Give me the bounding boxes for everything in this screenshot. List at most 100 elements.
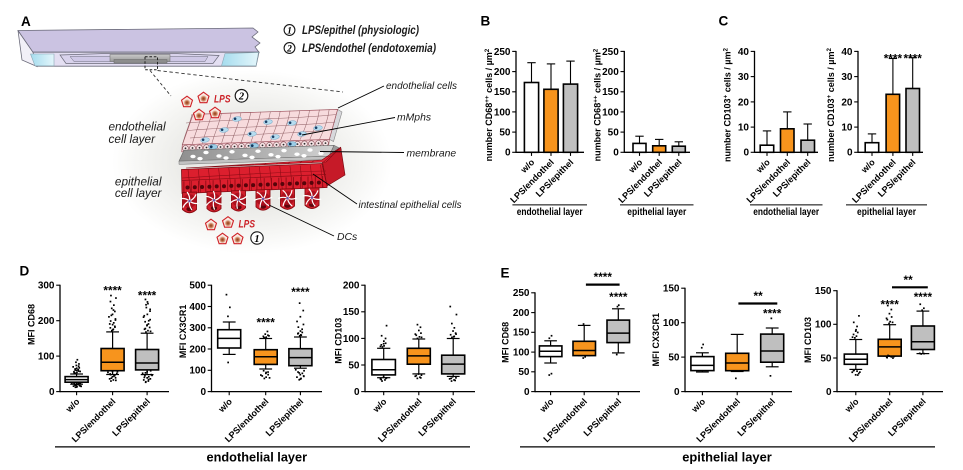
svg-text:DCs: DCs: [337, 232, 357, 243]
svg-text:30: 30: [738, 72, 750, 83]
svg-text:cell layer: cell layer: [109, 132, 157, 146]
svg-text:0: 0: [200, 387, 206, 398]
svg-text:****: ****: [594, 270, 613, 284]
svg-text:endothelial layer: endothelial layer: [753, 207, 819, 218]
svg-text:200: 200: [602, 67, 619, 78]
svg-text:150: 150: [815, 286, 832, 297]
svg-text:0: 0: [354, 387, 360, 398]
svg-text:membrane: membrane: [407, 148, 457, 159]
svg-text:MFI CD68: MFI CD68: [27, 304, 37, 345]
svg-text:200: 200: [494, 67, 511, 78]
svg-text:LPS: LPS: [239, 219, 256, 231]
svg-text:number CD68++ cells / µm2: number CD68++ cells / µm2: [484, 48, 494, 161]
svg-text:100: 100: [494, 107, 511, 118]
svg-text:epithelial: epithelial: [115, 175, 162, 189]
svg-text:****: ****: [904, 52, 923, 66]
svg-text:2: 2: [238, 92, 245, 103]
svg-text:LPS/epithel: LPS/epithel: [735, 396, 777, 438]
svg-text:LPS/endothel (endotoxemia): LPS/endothel (endotoxemia): [302, 43, 436, 55]
svg-text:1: 1: [287, 27, 292, 37]
svg-text:20: 20: [841, 97, 853, 108]
svg-text:w/o: w/o: [689, 396, 708, 415]
svg-text:intestinal epithelial cells: intestinal epithelial cells: [359, 200, 462, 211]
svg-text:****: ****: [138, 289, 157, 303]
svg-text:**: **: [754, 289, 764, 303]
svg-text:0: 0: [524, 387, 530, 398]
svg-text:30: 30: [841, 72, 853, 83]
svg-text:endothelial layer: endothelial layer: [517, 207, 583, 218]
svg-text:MFI CX3CR1: MFI CX3CR1: [651, 313, 661, 367]
svg-text:10: 10: [738, 123, 750, 134]
svg-text:mMphs: mMphs: [397, 113, 431, 124]
svg-text:200: 200: [38, 316, 55, 327]
svg-text:LPS: LPS: [214, 94, 231, 106]
svg-text:100: 100: [343, 334, 360, 345]
svg-text:LPS/epithel: LPS/epithel: [264, 396, 306, 438]
svg-text:0: 0: [505, 148, 511, 159]
svg-text:epithelial layer: epithelial layer: [682, 450, 772, 465]
svg-text:w/o: w/o: [537, 396, 556, 415]
svg-text:LPS/epithel (physiologic): LPS/epithel (physiologic): [302, 25, 419, 37]
svg-text:10: 10: [841, 123, 853, 134]
svg-text:****: ****: [609, 290, 628, 304]
svg-text:100: 100: [513, 348, 530, 359]
svg-text:250: 250: [602, 47, 619, 58]
svg-text:100: 100: [189, 366, 206, 377]
svg-text:****: ****: [884, 52, 903, 66]
svg-text:****: ****: [103, 284, 122, 298]
svg-text:MFI CD103: MFI CD103: [334, 318, 344, 364]
svg-text:250: 250: [494, 47, 511, 58]
svg-text:MFI CD68: MFI CD68: [500, 322, 510, 363]
svg-text:0: 0: [847, 148, 853, 159]
svg-text:epithelial layer: epithelial layer: [857, 207, 916, 218]
svg-text:C: C: [719, 14, 729, 29]
svg-text:40: 40: [841, 47, 853, 58]
svg-text:200: 200: [513, 308, 530, 319]
svg-text:50: 50: [668, 353, 680, 364]
svg-text:200: 200: [189, 344, 206, 355]
svg-text:150: 150: [343, 307, 360, 318]
svg-text:50: 50: [608, 128, 620, 139]
svg-text:1: 1: [254, 234, 259, 245]
svg-text:****: ****: [881, 298, 900, 312]
svg-text:A: A: [21, 14, 31, 29]
svg-text:****: ****: [763, 307, 782, 321]
svg-text:B: B: [481, 14, 491, 29]
svg-text:w/o: w/o: [370, 396, 389, 415]
svg-text:300: 300: [38, 281, 55, 292]
svg-text:150: 150: [602, 87, 619, 98]
svg-text:100: 100: [38, 352, 55, 363]
svg-text:0: 0: [826, 387, 832, 398]
svg-text:150: 150: [663, 284, 680, 295]
svg-text:50: 50: [499, 128, 511, 139]
svg-text:50: 50: [820, 353, 832, 364]
svg-text:w/o: w/o: [216, 396, 235, 415]
svg-text:MFI CD103: MFI CD103: [803, 317, 813, 363]
svg-text:cell layer: cell layer: [115, 186, 163, 200]
svg-text:400: 400: [189, 302, 206, 313]
svg-text:500: 500: [189, 281, 206, 292]
svg-text:w/o: w/o: [63, 396, 82, 415]
svg-text:2: 2: [286, 45, 292, 55]
svg-text:endothelial: endothelial: [109, 120, 166, 134]
svg-text:****: ****: [291, 285, 310, 299]
svg-text:epithelial layer: epithelial layer: [627, 207, 686, 218]
svg-text:300: 300: [189, 323, 206, 334]
svg-text:**: **: [904, 273, 914, 287]
svg-text:50: 50: [518, 367, 530, 378]
svg-text:200: 200: [343, 281, 360, 292]
svg-text:****: ****: [257, 316, 276, 330]
svg-text:40: 40: [738, 47, 750, 58]
svg-text:0: 0: [49, 387, 55, 398]
svg-text:150: 150: [494, 87, 511, 98]
svg-text:100: 100: [815, 320, 832, 331]
svg-text:0: 0: [674, 387, 680, 398]
svg-text:****: ****: [914, 290, 933, 304]
svg-text:0: 0: [613, 148, 619, 159]
svg-text:MFI CX3CR1: MFI CX3CR1: [178, 305, 188, 359]
svg-text:number CD103+ cells / µm2: number CD103+ cells / µm2: [723, 48, 733, 162]
svg-text:100: 100: [602, 107, 619, 118]
svg-text:D: D: [20, 264, 30, 279]
svg-text:150: 150: [513, 328, 530, 339]
svg-text:endothelial cells: endothelial cells: [386, 81, 457, 92]
